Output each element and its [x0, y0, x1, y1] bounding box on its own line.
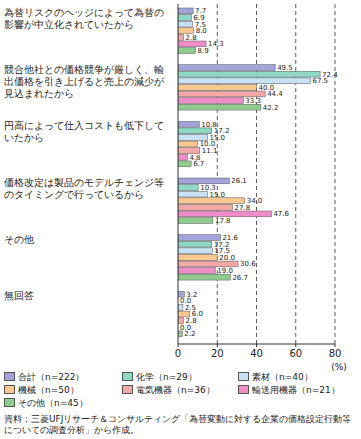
legend-swatch — [4, 398, 15, 407]
data-label: 15.0 — [209, 191, 225, 199]
grid-line — [335, 4, 336, 344]
bar — [178, 305, 183, 311]
bar — [178, 78, 310, 84]
legend-item: 機械（n=50） — [4, 385, 79, 396]
source-note: 資料：三菱UFJリサーチ＆コンサルティング「為替変動に対する企業の価格設定行動等… — [4, 414, 356, 436]
bar — [178, 65, 275, 71]
bar — [178, 268, 215, 274]
category-label: 価格改定は製品のモデルチェンジ等のタイミングで行っているから — [4, 177, 172, 201]
data-label: 20.0 — [219, 254, 235, 262]
bar — [178, 8, 193, 14]
bar — [178, 121, 199, 127]
legend-swatch — [4, 372, 15, 381]
tick-label: 0 — [175, 348, 181, 359]
legend-item: 化学（n=29） — [122, 372, 197, 383]
x-axis — [178, 344, 335, 345]
data-label: 8.0 — [196, 27, 207, 35]
y-axis — [178, 4, 179, 344]
bar — [178, 154, 187, 160]
data-label: 67.5 — [312, 77, 328, 85]
data-label: 47.6 — [273, 210, 289, 218]
grid-line — [217, 4, 218, 344]
bar — [178, 34, 183, 40]
legend-label: 化学（n=29） — [136, 372, 197, 382]
bars — [178, 8, 320, 337]
category-label: 為替リスクのヘッジによって為替の影響が中立化されていたから — [4, 7, 172, 31]
data-label: 33.3 — [245, 97, 261, 105]
category-label: 競合他社との価格競争が厳しく、輸出価格を引き上げると売上の減少が見込まれたから — [4, 64, 172, 100]
data-label: 11.1 — [202, 147, 218, 155]
legend-label: 合計（n=222） — [18, 372, 84, 382]
bar — [178, 128, 212, 134]
legend-swatch — [4, 385, 15, 394]
legend-item: 電気機器（n=36） — [122, 385, 215, 396]
bar — [178, 98, 243, 104]
data-label: 19.0 — [217, 267, 233, 275]
legend-item: その他（n=45） — [4, 398, 88, 409]
tick-label: 20 — [211, 348, 224, 359]
data-label: 44.4 — [267, 90, 283, 98]
data-label: 26.1 — [231, 177, 247, 185]
legend-item: 合計（n=222） — [4, 372, 84, 383]
bar — [178, 254, 217, 260]
legend-swatch — [122, 385, 133, 394]
data-label: 2.2 — [184, 330, 195, 338]
data-label: 42.2 — [263, 104, 279, 112]
bar — [178, 191, 207, 197]
data-label: 8.9 — [197, 47, 208, 55]
axis-label: (%) — [331, 362, 347, 372]
legend-label: その他（n=45） — [18, 398, 88, 408]
data-label: 6.7 — [193, 160, 204, 168]
data-label: 49.5 — [277, 64, 293, 72]
grid-line — [295, 4, 296, 344]
legend-swatch — [122, 372, 133, 381]
category-label: 円高によって仕入コストも低下していたから — [4, 120, 172, 144]
bar — [178, 331, 182, 337]
bar — [178, 161, 191, 167]
data-label: 17.8 — [215, 217, 231, 225]
data-label: 2.8 — [185, 34, 196, 42]
bar — [178, 21, 193, 27]
data-label: 14.3 — [208, 40, 224, 48]
bar — [178, 185, 198, 191]
legend-label: 輸送用機器（n=21） — [252, 385, 340, 395]
data-label: 30.6 — [240, 260, 256, 268]
tick-label: 60 — [289, 348, 302, 359]
bar — [178, 104, 261, 110]
data-label: 27.8 — [235, 204, 251, 212]
bar — [178, 84, 257, 90]
data-labels: 7.76.97.58.02.814.38.949.572.467.540.044… — [180, 7, 338, 338]
bar — [178, 71, 320, 77]
category-label: 無回答 — [4, 290, 172, 302]
legend-swatch — [238, 372, 249, 381]
tick-label: 80 — [329, 348, 342, 359]
legend-item: 素材（n=40） — [238, 372, 313, 383]
bar — [178, 274, 230, 280]
tick-label: 40 — [250, 348, 263, 359]
bar — [178, 141, 198, 147]
bar — [178, 204, 233, 210]
legend-swatch — [238, 385, 249, 394]
bar — [178, 15, 192, 21]
legend-label: 機械（n=50） — [18, 385, 79, 395]
bar — [178, 248, 212, 254]
legend-label: 素材（n=40） — [252, 372, 313, 382]
data-label: 26.7 — [232, 274, 248, 282]
bar — [178, 218, 213, 224]
category-label: その他 — [4, 234, 172, 246]
legend-label: 電気機器（n=36） — [136, 385, 215, 395]
bar — [178, 241, 212, 247]
grid-line — [256, 4, 257, 344]
legend-item: 輸送用機器（n=21） — [238, 385, 340, 396]
bar — [178, 48, 195, 54]
